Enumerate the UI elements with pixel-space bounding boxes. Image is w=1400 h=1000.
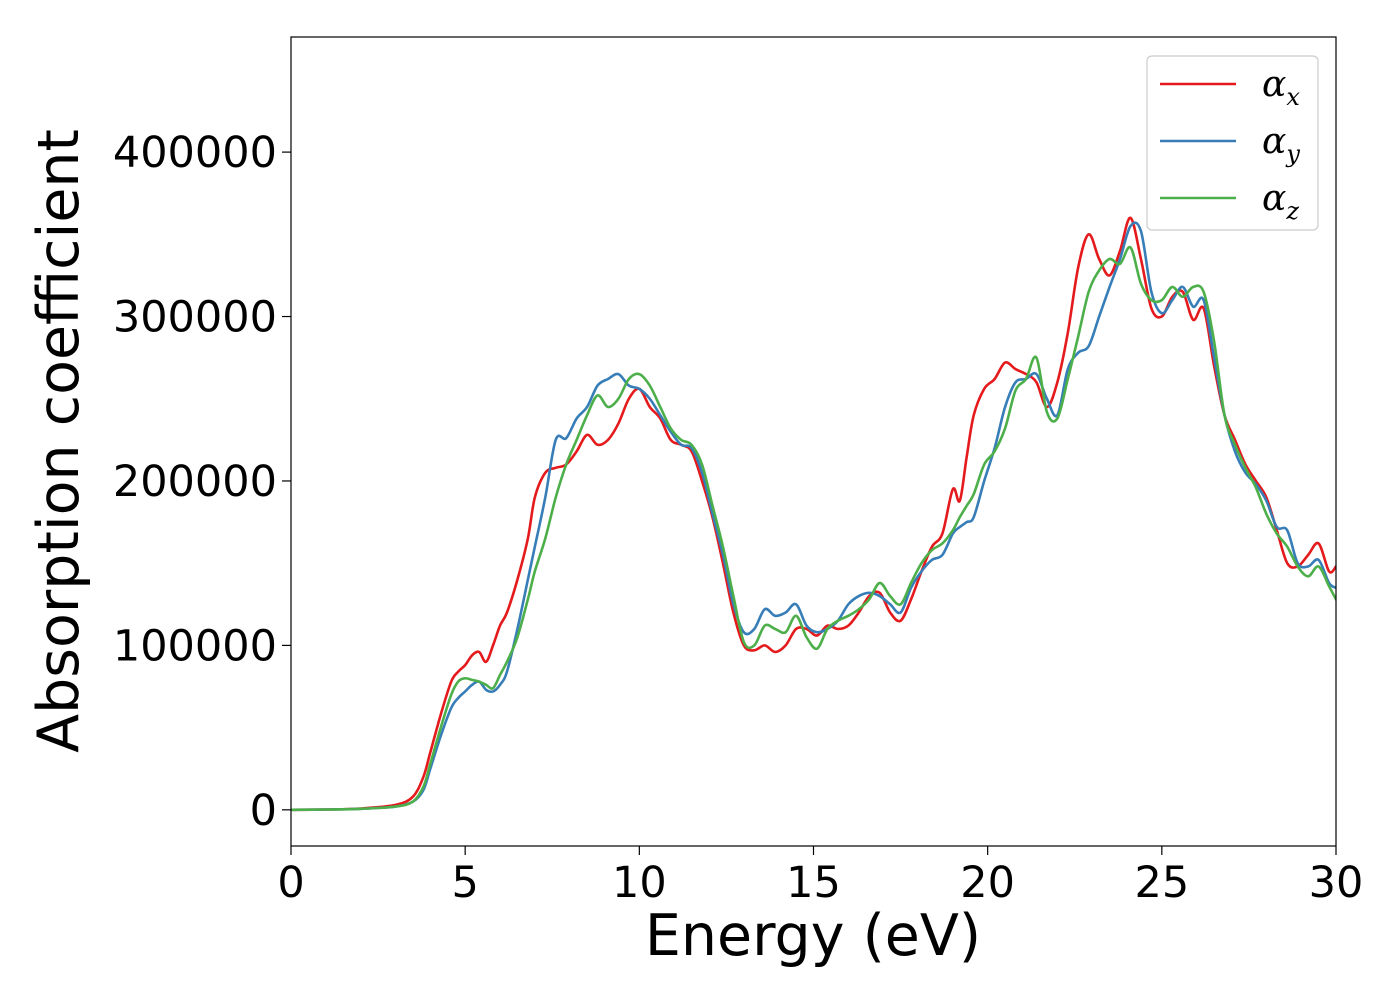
series-line-alpha-x	[291, 216, 1336, 812]
y-axis-label: Absorption coefficient	[26, 129, 92, 753]
series-layer	[291, 216, 1336, 812]
legend-label-alpha-y: αy	[1262, 121, 1300, 168]
legend-label-symbol: α	[1262, 178, 1286, 219]
legend-box	[1146, 55, 1319, 231]
y-tick-label: 300000	[113, 293, 277, 343]
x-tick-label: 15	[786, 858, 841, 908]
legend-label-alpha-z: αz	[1262, 178, 1299, 225]
y-tick-label: 100000	[113, 621, 277, 671]
x-tick-label: 25	[1134, 858, 1189, 908]
x-axis: 0 5 10 15 20 25 30	[277, 846, 1363, 908]
series-line-alpha-y	[291, 221, 1336, 812]
legend-label-subscript: z	[1285, 197, 1299, 225]
x-tick-label: 30	[1309, 858, 1364, 908]
y-tick-label: 400000	[113, 128, 277, 178]
x-tick-label: 5	[451, 858, 478, 908]
legend-label-symbol: α	[1262, 121, 1286, 162]
legend-label-alpha-x: αx	[1262, 64, 1300, 111]
series-line-alpha-z	[291, 245, 1336, 812]
y-tick-label: 0	[250, 786, 277, 836]
legend-label-subscript: y	[1285, 140, 1300, 168]
y-tick-label: 200000	[113, 457, 277, 507]
legend-label-symbol: α	[1262, 64, 1286, 105]
x-tick-label: 0	[277, 858, 304, 908]
legend-label-subscript: x	[1286, 83, 1300, 111]
x-axis-label: Energy (eV)	[645, 903, 981, 969]
x-tick-label: 20	[960, 858, 1015, 908]
x-tick-label: 10	[612, 858, 667, 908]
y-axis: 0 100000 200000 300000 400000	[113, 128, 291, 836]
